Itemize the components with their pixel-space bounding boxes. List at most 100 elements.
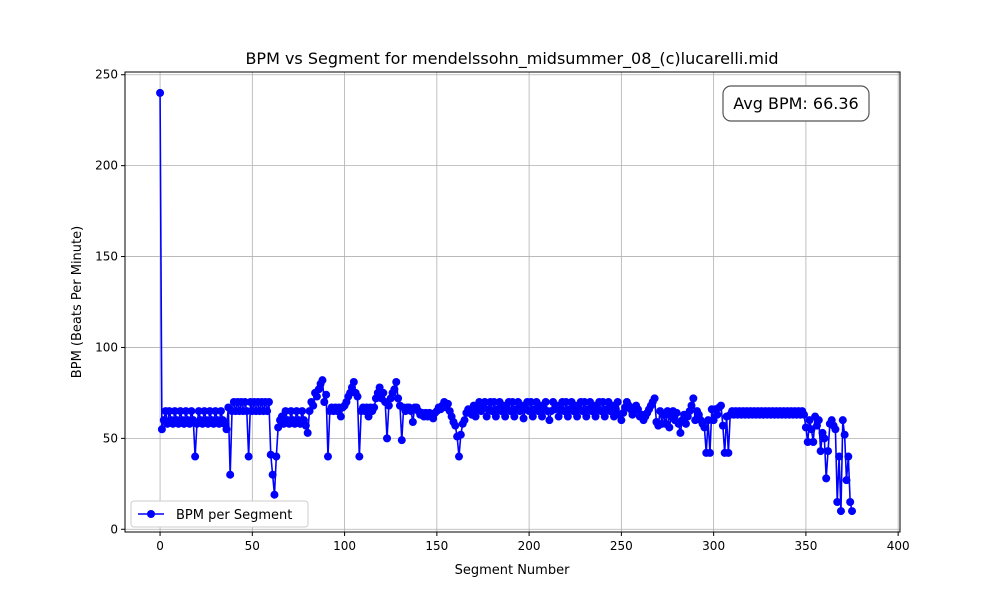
data-point	[191, 452, 200, 461]
data-point	[848, 507, 857, 516]
data-point	[263, 407, 272, 416]
data-point	[613, 398, 622, 406]
data-point	[318, 376, 327, 385]
data-point	[394, 394, 403, 403]
plot-frame	[124, 71, 901, 533]
avg-bpm-box	[722, 85, 870, 122]
data-point	[336, 412, 345, 421]
x-axis-label: Segment Number	[455, 563, 571, 578]
x-tick-label: 200	[518, 539, 541, 553]
data-point	[443, 399, 452, 408]
data-point	[471, 412, 480, 421]
legend-box	[130, 500, 309, 528]
data-point	[268, 470, 277, 479]
data-point	[298, 407, 307, 416]
data-point	[482, 412, 491, 421]
data-point	[281, 407, 290, 416]
data-point	[689, 394, 698, 403]
y-tick-label: 100	[95, 340, 118, 354]
data-point	[600, 412, 609, 421]
data-point	[244, 452, 253, 461]
plot-area	[124, 71, 901, 533]
data-point	[383, 434, 392, 443]
data-point	[846, 498, 855, 506]
data-point	[312, 392, 321, 401]
data-point	[181, 407, 190, 416]
data-point	[519, 414, 528, 423]
data-point	[687, 401, 696, 410]
data-point	[665, 423, 674, 432]
data-point	[833, 498, 842, 506]
data-point	[349, 378, 358, 386]
data-point	[820, 434, 829, 443]
data-point	[491, 412, 500, 421]
data-point	[165, 407, 174, 416]
data-point	[194, 407, 203, 416]
data-point	[824, 447, 833, 456]
y-axis-label: BPM (Beats Per Minute)	[70, 226, 85, 378]
data-point	[292, 407, 301, 416]
data-point	[800, 410, 809, 419]
data-point	[526, 398, 535, 406]
x-tick-label: 300	[702, 539, 725, 553]
data-point	[176, 407, 185, 416]
data-point	[803, 438, 812, 446]
x-tick-label: 0	[156, 539, 164, 553]
x-tick-label: 400	[887, 539, 910, 553]
data-point	[541, 398, 550, 406]
data-point	[562, 398, 571, 406]
data-point	[510, 412, 519, 421]
data-point	[538, 412, 547, 421]
data-point	[216, 407, 225, 416]
data-point	[816, 447, 825, 456]
data-point	[724, 448, 733, 457]
data-point	[270, 490, 279, 499]
data-point	[573, 412, 582, 421]
data-point	[392, 378, 401, 386]
data-point	[370, 403, 379, 412]
data-point	[456, 430, 465, 439]
data-point	[322, 390, 331, 399]
x-tick-label: 50	[245, 539, 260, 553]
data-point	[842, 476, 851, 485]
data-point	[838, 416, 847, 425]
data-point	[554, 412, 563, 421]
x-axis-ticks: 0 50 100 150 200 250 300 350 400	[156, 532, 910, 553]
data-point	[501, 412, 510, 421]
data-point	[355, 452, 364, 461]
data-point	[563, 412, 572, 421]
data-point	[650, 394, 659, 403]
data-point	[309, 401, 318, 410]
data-point	[617, 416, 626, 425]
data-point	[187, 407, 196, 416]
data-point	[460, 416, 469, 425]
data-point	[200, 407, 209, 416]
data-point	[384, 401, 393, 410]
data-point	[397, 436, 406, 445]
data-point	[814, 416, 823, 425]
y-tick-label: 200	[95, 159, 118, 173]
data-point	[580, 398, 589, 406]
data-point	[591, 412, 600, 421]
data-point	[713, 410, 722, 419]
data-point	[222, 425, 231, 434]
plot-background	[125, 72, 900, 532]
data-point	[242, 407, 251, 416]
data-point	[598, 398, 607, 406]
avg-bpm-text: Avg BPM: 66.36	[733, 94, 858, 113]
x-tick-label: 250	[610, 539, 633, 553]
y-tick-label: 250	[95, 68, 118, 82]
y-tick-label: 150	[95, 250, 118, 264]
data-point	[451, 421, 460, 430]
x-tick-label: 100	[333, 539, 356, 553]
data-point	[205, 407, 214, 416]
data-point	[704, 416, 713, 425]
data-point	[264, 398, 273, 406]
x-tick-label: 350	[794, 539, 817, 553]
data-point	[353, 392, 362, 401]
data-point	[390, 385, 399, 394]
data-point	[809, 438, 818, 446]
series-bpm-per-segment	[156, 88, 857, 516]
data-point	[480, 398, 489, 406]
